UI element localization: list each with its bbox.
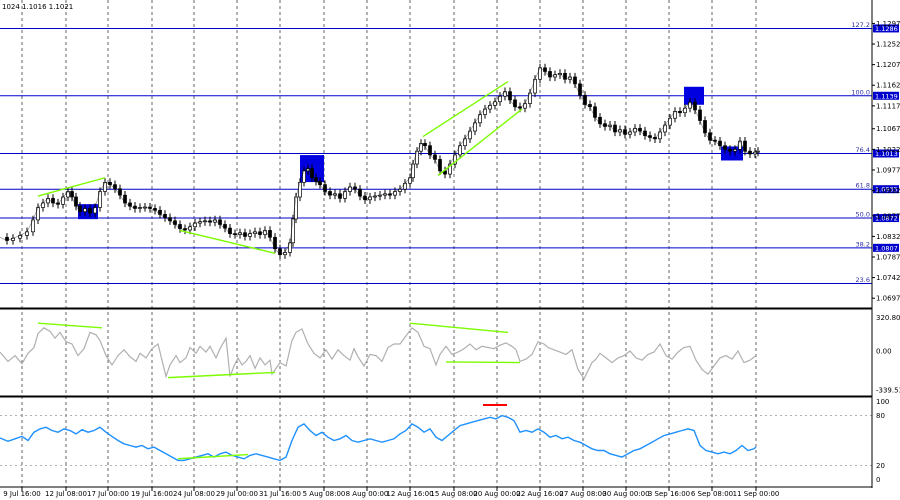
time-axis: 9 Jul 16:00 12 Jul 08:00 17 Jul 00:00 19 Ju… (0, 486, 872, 498)
time-tick-label: 8 Aug 00:00 (346, 490, 389, 498)
candle-body (411, 163, 415, 179)
fib-price-tag (873, 91, 899, 100)
stochastic-panel: 100 80 20 0 (0, 398, 889, 484)
fib-price-tag-label: 1.1139 (875, 92, 898, 100)
time-tick-label: 31 Jul 16:00 (259, 490, 301, 498)
fib-price-tag (873, 149, 899, 158)
time-tick-label: 9 Jul 16:00 (3, 490, 41, 498)
price-close-line (0, 67, 759, 256)
price-trend-line (37, 177, 106, 197)
candle-body (318, 181, 322, 185)
price-tick-label: 1.1297 (876, 20, 900, 28)
time-tick-label: 22 Aug 16:00 (516, 490, 563, 498)
price-tick-label: 1.1022 (876, 146, 900, 154)
stoch-bottom-label: 0 (876, 476, 880, 484)
cci-bottom-label: -339.532 (876, 386, 900, 394)
price-tick-label: 1.0832 (876, 233, 900, 241)
time-tick-label: 3 Sep 16:00 (648, 490, 690, 498)
cci-trend-line (167, 371, 276, 379)
price-tick-label: 1.1117 (876, 102, 900, 110)
time-tick-label: 17 Jul 00:00 (87, 490, 129, 498)
candle-body (70, 191, 74, 198)
candle-body (415, 150, 419, 165)
stoch-top-label: 100 (876, 398, 889, 406)
time-tick-label: 19 Jul 16:00 (131, 490, 173, 498)
price-trend-line (179, 229, 276, 255)
time-tick-label: 11 Sep 00:00 (733, 490, 780, 498)
time-tick-label: 20 Aug 00:00 (473, 490, 520, 498)
price-series (0, 63, 760, 259)
level-box (78, 204, 98, 220)
price-tick-label: 1.1162 (876, 82, 900, 90)
time-tick-label: 12 Jul 08:00 (45, 490, 87, 498)
time-tick-label: 12 Aug 16:00 (386, 490, 433, 498)
price-tick-label: 1.1067 (876, 125, 900, 133)
ohlc-readout: 1024 1.1016 1.1021 (2, 3, 73, 11)
fib-price-tag-label: 1.1286 (875, 25, 898, 33)
price-trend-lines (37, 80, 523, 255)
cci-top-label: 320.8062 (876, 314, 900, 322)
fib-price-tag (873, 214, 899, 223)
price-tick-label: 1.0877 (876, 212, 900, 220)
price-tick-label: 1.0932 (876, 187, 900, 195)
fib-percent-label: 50.0 (856, 211, 870, 219)
fib-percent-label: 100.0 (851, 88, 870, 96)
fib-price-tag-label: 1.0872 (875, 215, 898, 223)
candle-body (291, 218, 295, 244)
candle-body (314, 177, 318, 182)
candle-body (310, 168, 314, 179)
level-box (684, 86, 704, 105)
price-trend-line (437, 108, 523, 177)
fib-percent-label: 127.2 (851, 21, 870, 29)
cci-line (0, 326, 757, 381)
fib-percent-label: 38.2 (856, 240, 870, 248)
fibonacci-levels: 127.2 1.1286 100.0 1.1139 76.4 1.1013 61.8 1.09… (0, 21, 899, 285)
fib-price-tag (873, 24, 899, 33)
price-trend-line (422, 80, 509, 138)
candle-body (298, 181, 302, 198)
fib-percent-label: 23.6 (856, 276, 870, 284)
price-axis: 1.1297 1.1252 1.1207 1.1162 1.1117 1.1067 1.10… (871, 0, 900, 488)
stoch-upper-label: 80 (876, 412, 885, 420)
fib-percent-label: 61.8 (856, 182, 870, 190)
fib-price-tag (873, 185, 899, 194)
time-tick-label: 30 Aug 00:00 (602, 490, 649, 498)
time-tick-label: 6 Sep 08:00 (691, 490, 733, 498)
price-tick-label: 1.0977 (876, 166, 900, 174)
stoch-lower-label: 20 (876, 462, 885, 470)
time-tick-label: 15 Aug 08:00 (430, 490, 477, 498)
cci-trend-line (37, 322, 103, 329)
cci-zero-label: 0.00 (876, 347, 892, 355)
candle-body (74, 196, 78, 207)
price-tick-label: 1.0742 (876, 274, 900, 282)
price-tick-label: 1.1207 (876, 61, 900, 69)
cci-trend-line (409, 322, 509, 334)
time-tick-label: 5 Aug 08:00 (303, 490, 346, 498)
vertical-grid (0, 0, 872, 487)
time-tick-label: 29 Jul 00:00 (216, 490, 258, 498)
candle-body (294, 196, 298, 220)
fib-price-tag-label: 1.0807 (875, 244, 898, 252)
cci-panel: 320.8062 0.00 -339.532 (0, 314, 900, 394)
fib-price-tag-label: 1.1013 (875, 150, 898, 158)
price-tick-label: 1.0697 (876, 295, 900, 303)
stoch-trend-line (177, 453, 249, 460)
stoch-line (0, 414, 757, 462)
price-tick-label: 1.1252 (876, 41, 900, 49)
fib-price-tag-label: 1.0935 (875, 186, 898, 194)
cci-trend-line (445, 361, 521, 364)
fib-price-tag (873, 243, 899, 252)
fib-percent-label: 76.4 (856, 146, 870, 154)
candle-body (302, 170, 306, 183)
price-tick-label: 1.0787 (876, 253, 900, 261)
time-tick-label: 27 Aug 08:00 (559, 490, 606, 498)
candle-body (419, 143, 423, 152)
time-tick-label: 24 Jul 08:00 (173, 490, 215, 498)
